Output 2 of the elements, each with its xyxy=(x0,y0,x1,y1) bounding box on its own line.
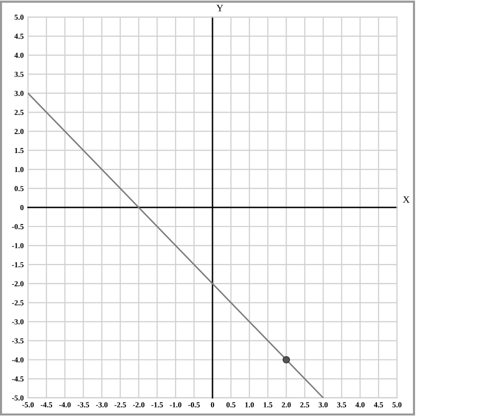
y-axis-title: Y xyxy=(216,4,224,12)
x-axis-title: X xyxy=(402,196,410,203)
